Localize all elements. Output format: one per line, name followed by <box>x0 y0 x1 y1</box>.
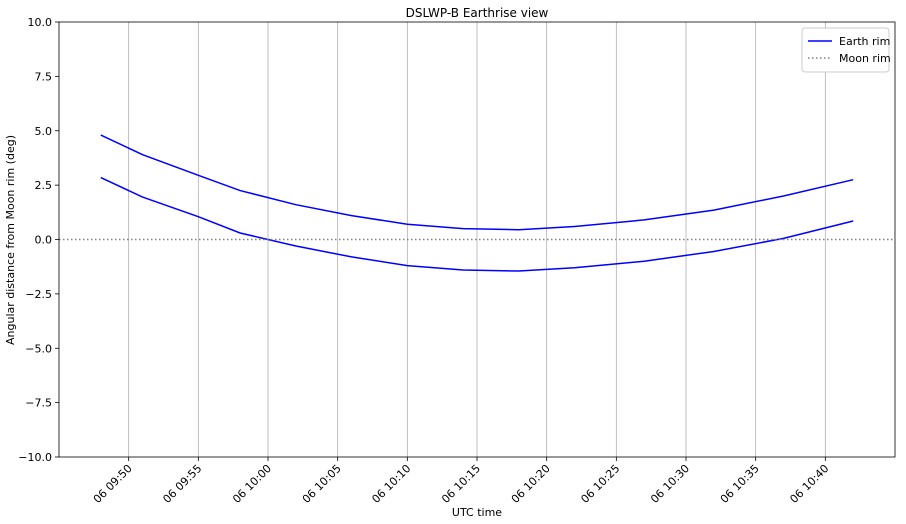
y-tick-label: −5.0 <box>25 342 52 355</box>
y-tick-label: −10.0 <box>18 451 52 464</box>
x-tick-label: 06 10:30 <box>648 462 692 506</box>
y-axis-label: Angular distance from Moon rim (deg) <box>4 135 17 345</box>
y-tick-label: 10.0 <box>28 16 53 29</box>
y-tick-label: 5.0 <box>35 125 53 138</box>
y-tick-label: 2.5 <box>35 179 53 192</box>
y-tick-label: −2.5 <box>25 288 52 301</box>
x-tick-label: 06 10:00 <box>230 462 274 506</box>
x-tick-label: 06 10:40 <box>787 462 831 506</box>
chart-title: DSLWP-B Earthrise view <box>406 6 549 20</box>
x-tick-label: 06 09:50 <box>91 462 135 506</box>
y-tick-label: 0.0 <box>35 234 53 247</box>
x-tick-label: 06 10:05 <box>300 462 344 506</box>
x-tick-label: 06 10:20 <box>509 462 553 506</box>
legend-label: Moon rim <box>839 52 891 65</box>
x-tick-label: 06 10:15 <box>439 462 483 506</box>
x-tick-label: 06 10:35 <box>718 462 762 506</box>
y-tick-label: −7.5 <box>25 397 52 410</box>
y-tick-label: 7.5 <box>35 70 53 83</box>
legend-box <box>801 27 890 73</box>
legend-label: Earth rim <box>839 35 890 48</box>
data-line <box>100 134 854 231</box>
x-tick-label: 06 09:55 <box>160 462 204 506</box>
x-tick-label: 06 10:10 <box>369 462 413 506</box>
x-tick-label: 06 10:25 <box>578 462 622 506</box>
data-line <box>100 176 854 272</box>
plot-frame <box>58 21 896 458</box>
legend: Earth rim Moon rim <box>801 27 891 73</box>
x-axis-label: UTC time <box>452 506 502 519</box>
